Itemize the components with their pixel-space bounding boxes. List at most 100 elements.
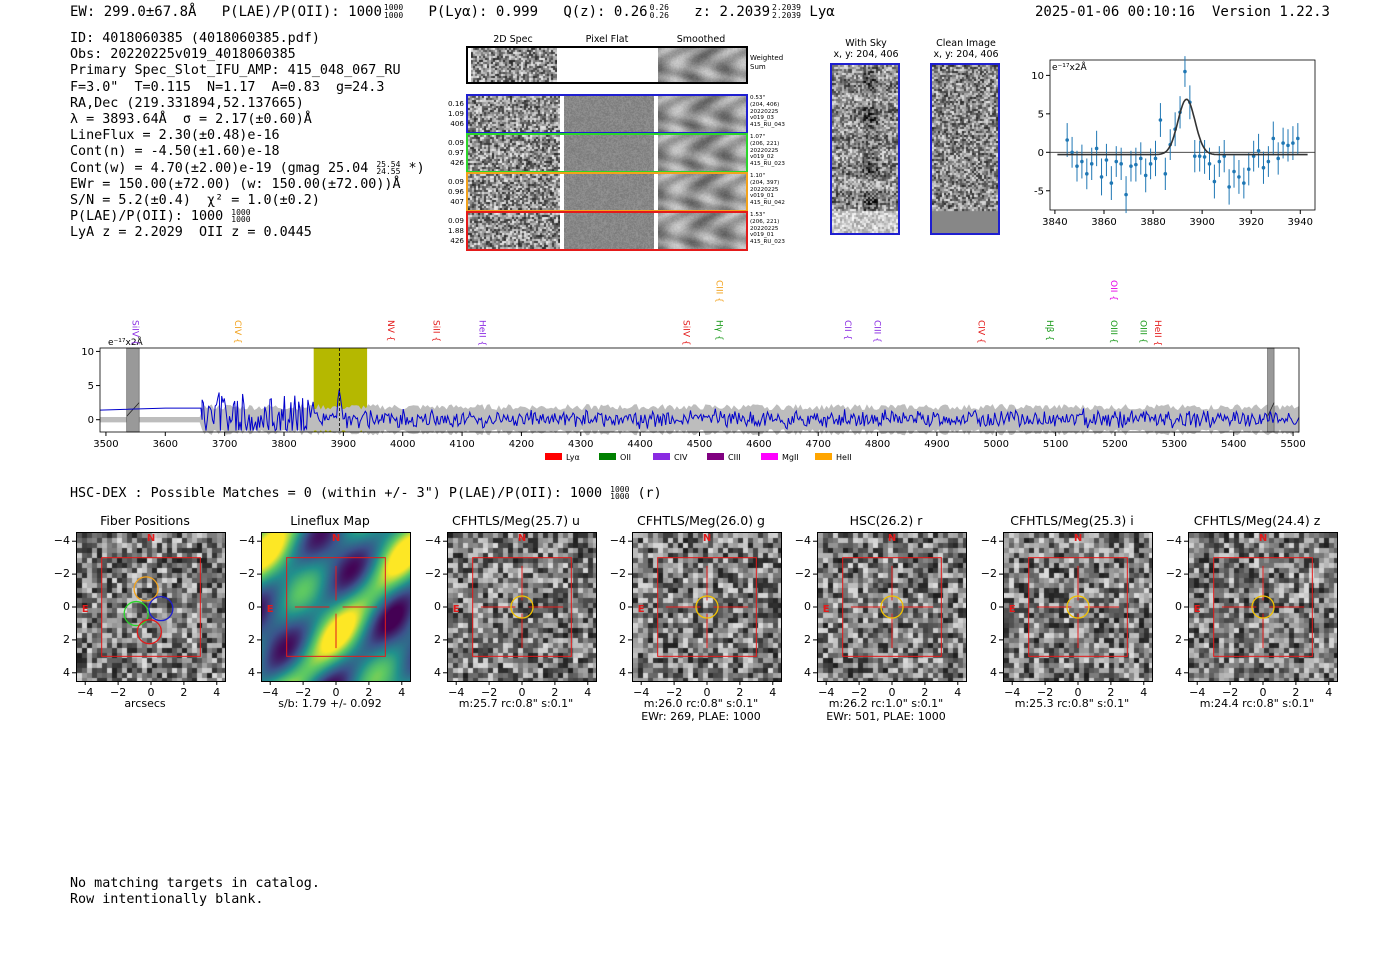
stamp-caption-2: EWr: 269, PLAE: 1000 xyxy=(641,710,761,723)
legend-swatch xyxy=(707,453,724,460)
stamp-overlay: NE xyxy=(72,533,218,685)
line-label: HeII { xyxy=(476,320,486,346)
north-label: N xyxy=(147,533,155,544)
x-tick-label: −4 xyxy=(818,686,835,699)
y-tick-label: −2 xyxy=(1165,567,1182,581)
zoom-data-point xyxy=(1261,165,1266,170)
x-tick-label: 2 xyxy=(1292,686,1300,699)
matches-sub: 1000 xyxy=(610,492,630,501)
x-tick-label: 0 xyxy=(1259,686,1267,699)
info-plae-text: P(LAE)/P(OII): 1000 xyxy=(70,209,224,225)
spec-x-tick-label: 4500 xyxy=(687,439,712,450)
x-tick-label: 2 xyxy=(1107,686,1115,699)
line-label: OII { xyxy=(1108,280,1118,301)
zoom-y-tick-label: -5 xyxy=(1034,186,1044,197)
target-circle xyxy=(880,595,904,619)
spec-x-tick-label: 5200 xyxy=(1102,439,1127,450)
spec2d-row-info-line: 415_RU_043 xyxy=(750,122,785,129)
x-tick-label: 4 xyxy=(1140,686,1148,699)
x-tick-label: 2 xyxy=(736,686,744,699)
zoom-data-point xyxy=(1104,158,1109,162)
x-tick-label: −4 xyxy=(633,686,650,699)
spec2d-header-flat: Pixel Flat xyxy=(585,34,629,45)
zoom-data-point xyxy=(1227,185,1231,189)
clean-title: Clean Image x, y: 204, 406 xyxy=(922,38,1010,60)
spec2d-row-stat: 0.09 xyxy=(447,138,464,147)
north-label: N xyxy=(518,533,526,544)
zoom-x-tick-label: 3840 xyxy=(1042,217,1067,228)
legend-label: CIV xyxy=(674,453,688,462)
spec2d-row-info-line: v019_01 xyxy=(750,193,774,200)
spec2d-row: 0.16 1.09 406 0.53" (204, 406) 20220225 v019_0… xyxy=(440,94,800,134)
zoom-data-point xyxy=(1202,155,1207,159)
zoom-data-point xyxy=(1143,173,1148,178)
spec2d-row-info: 1.10" (204, 397) 20220225 v019_01 415_RU_042 xyxy=(750,173,800,207)
stamp-caption: m:26.0 rc:0.8" s:0.1" xyxy=(643,697,759,710)
spec2d-row-info-line: 20220225 xyxy=(750,108,779,115)
spec2d-row-stat: 0.96 xyxy=(447,187,464,196)
zoom-data-point xyxy=(1232,169,1236,174)
spec-x-tick-label: 4000 xyxy=(390,439,415,450)
matches-end: (r) xyxy=(637,486,662,501)
with-sky-title-text: With Sky xyxy=(845,38,887,49)
spec2d-row-stat: 0.16 xyxy=(447,99,464,108)
x-tick-label: 0 xyxy=(147,686,155,699)
notes-line-2: Row intentionally blank. xyxy=(70,891,264,907)
line-label: SiII { xyxy=(431,320,441,342)
zoom-data-point xyxy=(1266,159,1271,164)
fiber-circle xyxy=(136,619,163,645)
y-tick-label: 0 xyxy=(63,600,70,613)
north-label: N xyxy=(1074,533,1082,544)
spec2d-row-stat: 407 xyxy=(450,197,464,206)
spec-x-tick-label: 3600 xyxy=(153,439,178,450)
info-contw-sub: 24.55 xyxy=(376,166,401,176)
y-tick-label: 4 xyxy=(804,665,811,679)
info-contn: Cont(n) = -4.50(±1.60)e-18 xyxy=(70,144,280,160)
zoom-x-tick-label: 3940 xyxy=(1288,217,1313,228)
x-tick-label: 4 xyxy=(954,686,962,699)
stamp-image xyxy=(632,532,782,682)
spec2d-row-frame xyxy=(466,133,748,173)
with-sky-image xyxy=(832,65,898,233)
zoom-data-point xyxy=(1099,175,1104,179)
spec2d-row-info-line: (204, 397) xyxy=(750,179,780,186)
north-label: N xyxy=(703,533,711,544)
stamp-overlay: NE xyxy=(999,533,1145,685)
y-tick-label: −4 xyxy=(980,534,997,548)
line-fit-chart: e⁻¹⁷x2Å 3840 3860 3880 3900 3920 3940 -5 0 5 10 xyxy=(1031,56,1316,228)
zoom-x-tick-label: 3900 xyxy=(1189,217,1214,228)
north-label: N xyxy=(1259,533,1267,544)
east-label: E xyxy=(1194,604,1201,615)
spec2d-header-smooth: Smoothed xyxy=(676,34,726,45)
y-tick-label: 0 xyxy=(248,600,255,613)
info-radec: RA,Dec (219.331894,52.137665) xyxy=(70,95,304,111)
spec2d-row-stats: 0.16 1.09 406 xyxy=(440,99,464,129)
y-tick-label: −2 xyxy=(238,567,255,581)
line-label: OIII { xyxy=(1108,320,1118,344)
stamp-panel: Fiber Positions N E −4 4 −2 2 0 0 2 −2 4 −4 arcsecs xyxy=(50,510,240,725)
with-sky-image-frame xyxy=(830,63,900,235)
weighted-label: Weighted Sum xyxy=(750,54,783,72)
y-tick-label: 0 xyxy=(434,600,441,613)
zoom-data-point xyxy=(1246,167,1251,172)
stamp-panel: HSC(26.2) r N E −4 4 −2 2 0 0 2 −2 4 −4 m:26.2 rc:1.0… xyxy=(791,510,981,725)
x-tick-label: −2 xyxy=(110,686,127,699)
spec2d-row-info-line: v019_01 xyxy=(750,232,774,239)
info-lyaz: LyA z = 2.2029 OII z = 0.0445 xyxy=(70,225,312,241)
line-label: SiIV { xyxy=(681,320,691,346)
zoom-data-point xyxy=(1124,192,1128,197)
y-tick-label: 2 xyxy=(804,632,811,646)
aperture-box xyxy=(842,557,942,657)
y-tick-label: 4 xyxy=(63,665,70,679)
clean-image-frame xyxy=(930,63,1000,235)
sky-panel: With Sky x, y: 204, 406 Clean Image x, y: … xyxy=(822,38,1012,238)
stamps-row: Fiber Positions N E −4 4 −2 2 0 0 2 −2 4 −4 arcsecs Li… xyxy=(0,510,1400,730)
spec2d-row-stat: 426 xyxy=(450,158,464,167)
spectrum-line xyxy=(99,389,1300,432)
spec2d-row-frame xyxy=(466,211,748,251)
target-circle xyxy=(695,595,719,619)
zoom-data-point xyxy=(1085,172,1089,176)
spec2d-row-info: 1.53" (206, 221) 20220225 v019_01 415_RU_023 xyxy=(750,212,800,246)
spec-x-tick-label: 4300 xyxy=(568,439,593,450)
x-tick-label: 4 xyxy=(213,686,221,699)
